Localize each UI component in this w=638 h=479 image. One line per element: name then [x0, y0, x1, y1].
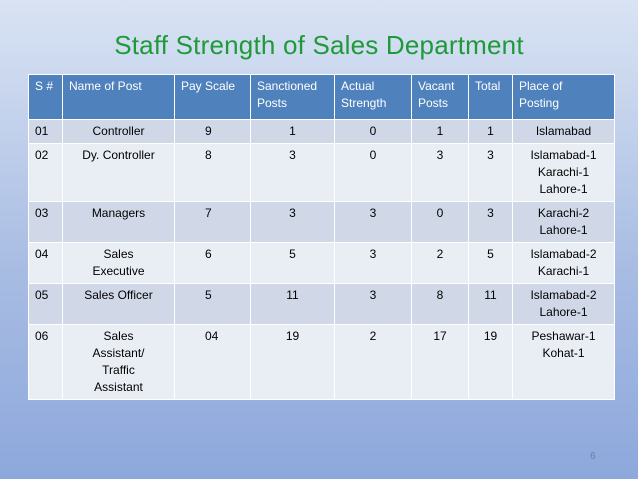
table-row: 05 Sales Officer 5 11 3 8 11 Islamabad-2…	[28, 283, 615, 325]
cell-serial-number: 03	[28, 201, 63, 243]
table-header-row: S # Name of Post Pay Scale Sanctioned Po…	[28, 74, 615, 120]
cell-name-of-post: Sales Officer	[62, 283, 175, 325]
cell-vacant-posts: 17	[411, 324, 469, 400]
header-serial-number: S #	[28, 74, 63, 120]
cell-sanctioned-posts: 19	[250, 324, 335, 400]
slide-title: Staff Strength of Sales Department	[114, 30, 524, 60]
cell-actual-strength: 3	[334, 242, 412, 284]
cell-serial-number: 06	[28, 324, 63, 400]
cell-place-of-posting: Islamabad-1 Karachi-1 Lahore-1	[512, 143, 615, 202]
cell-pay-scale: 7	[174, 201, 251, 243]
cell-total: 11	[468, 283, 513, 325]
cell-sanctioned-posts: 11	[250, 283, 335, 325]
header-place-of-posting: Place of Posting	[512, 74, 615, 120]
cell-sanctioned-posts: 3	[250, 201, 335, 243]
table-row: 01 Controller 9 1 0 1 1 Islamabad	[28, 119, 615, 144]
header-sanctioned-posts: Sanctioned Posts	[250, 74, 335, 120]
header-actual-strength: Actual Strength	[334, 74, 412, 120]
cell-total: 19	[468, 324, 513, 400]
cell-name-of-post: Dy. Controller	[62, 143, 175, 202]
header-pay-scale: Pay Scale	[174, 74, 251, 120]
cell-pay-scale: 5	[174, 283, 251, 325]
cell-pay-scale: 04	[174, 324, 251, 400]
cell-place-of-posting: Islamabad	[512, 119, 615, 144]
cell-place-of-posting: Islamabad-2 Lahore-1	[512, 283, 615, 325]
cell-total: 5	[468, 242, 513, 284]
slide-page-number: 6	[590, 451, 596, 462]
table-row: 03 Managers 7 3 3 0 3 Karachi-2 Lahore-1	[28, 201, 615, 243]
cell-vacant-posts: 8	[411, 283, 469, 325]
header-name-of-post: Name of Post	[62, 74, 175, 120]
cell-place-of-posting: Islamabad-2 Karachi-1	[512, 242, 615, 284]
cell-vacant-posts: 1	[411, 119, 469, 144]
cell-vacant-posts: 3	[411, 143, 469, 202]
cell-name-of-post: Sales Assistant/ Traffic Assistant	[62, 324, 175, 400]
cell-sanctioned-posts: 5	[250, 242, 335, 284]
cell-sanctioned-posts: 1	[250, 119, 335, 144]
cell-pay-scale: 8	[174, 143, 251, 202]
cell-place-of-posting: Karachi-2 Lahore-1	[512, 201, 615, 243]
cell-pay-scale: 9	[174, 119, 251, 144]
cell-actual-strength: 0	[334, 119, 412, 144]
table-row: 06 Sales Assistant/ Traffic Assistant 04…	[28, 324, 615, 400]
cell-serial-number: 01	[28, 119, 63, 144]
header-vacant-posts: Vacant Posts	[411, 74, 469, 120]
cell-actual-strength: 3	[334, 283, 412, 325]
table-row: 04 Sales Executive 6 5 3 2 5 Islamabad-2…	[28, 242, 615, 284]
cell-serial-number: 02	[28, 143, 63, 202]
staff-strength-table: S # Name of Post Pay Scale Sanctioned Po…	[28, 74, 615, 400]
cell-serial-number: 05	[28, 283, 63, 325]
cell-name-of-post: Managers	[62, 201, 175, 243]
header-total: Total	[468, 74, 513, 120]
cell-total: 3	[468, 143, 513, 202]
cell-name-of-post: Sales Executive	[62, 242, 175, 284]
cell-total: 1	[468, 119, 513, 144]
cell-vacant-posts: 0	[411, 201, 469, 243]
table-row: 02 Dy. Controller 8 3 0 3 3 Islamabad-1 …	[28, 143, 615, 202]
cell-pay-scale: 6	[174, 242, 251, 284]
cell-place-of-posting: Peshawar-1 Kohat-1	[512, 324, 615, 400]
cell-actual-strength: 2	[334, 324, 412, 400]
cell-vacant-posts: 2	[411, 242, 469, 284]
cell-sanctioned-posts: 3	[250, 143, 335, 202]
cell-name-of-post: Controller	[62, 119, 175, 144]
cell-total: 3	[468, 201, 513, 243]
cell-actual-strength: 0	[334, 143, 412, 202]
cell-actual-strength: 3	[334, 201, 412, 243]
cell-serial-number: 04	[28, 242, 63, 284]
